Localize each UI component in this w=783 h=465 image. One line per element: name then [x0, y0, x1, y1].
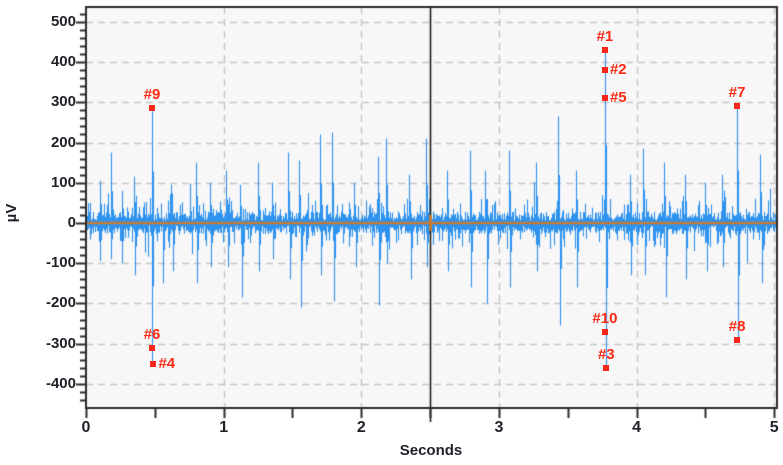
peak-marker-label: #1: [596, 28, 614, 46]
peak-marker-label: #9: [143, 86, 161, 104]
y-tick-label: 300: [50, 93, 76, 111]
x-tick-label: 1: [219, 419, 229, 436]
x-tick-label: 4: [632, 419, 642, 436]
y-tick-label: 200: [50, 133, 76, 151]
x-tick-label: 0: [81, 419, 91, 436]
peak-marker[interactable]: [603, 364, 610, 371]
peak-marker-label: #8: [728, 317, 746, 335]
y-tick-label: 0: [67, 213, 76, 231]
peak-marker-label: #6: [143, 325, 161, 343]
peak-marker[interactable]: [734, 103, 741, 110]
peak-marker[interactable]: [601, 328, 608, 335]
peak-marker[interactable]: [734, 336, 741, 343]
peak-marker-label: #3: [597, 345, 615, 363]
peak-marker-label: #5: [609, 89, 627, 107]
peak-marker-label: #4: [158, 354, 176, 372]
peak-marker-label: #2: [609, 61, 627, 79]
x-tick-label: 5: [769, 419, 779, 436]
peak-marker-label: #7: [728, 84, 746, 102]
y-tick-label: -200: [45, 294, 76, 312]
y-tick-label: -400: [45, 374, 76, 392]
peak-marker[interactable]: [601, 47, 608, 54]
peak-marker[interactable]: [601, 67, 608, 74]
y-tick-label: -300: [45, 334, 76, 352]
y-tick-label: -100: [45, 254, 76, 272]
x-axis-title: Seconds: [399, 442, 463, 459]
peak-marker-label: #10: [592, 309, 618, 327]
peak-marker[interactable]: [149, 344, 156, 351]
peak-marker[interactable]: [150, 360, 157, 367]
x-tick-label: 2: [356, 419, 366, 436]
y-tick-label: 100: [50, 173, 76, 191]
y-tick-label: 400: [50, 53, 76, 71]
x-tick-label: 3: [494, 419, 504, 436]
y-tick-label: 500: [50, 12, 76, 30]
peak-marker[interactable]: [601, 95, 608, 102]
peak-marker[interactable]: [149, 105, 156, 112]
y-axis-title: µV: [3, 203, 20, 223]
